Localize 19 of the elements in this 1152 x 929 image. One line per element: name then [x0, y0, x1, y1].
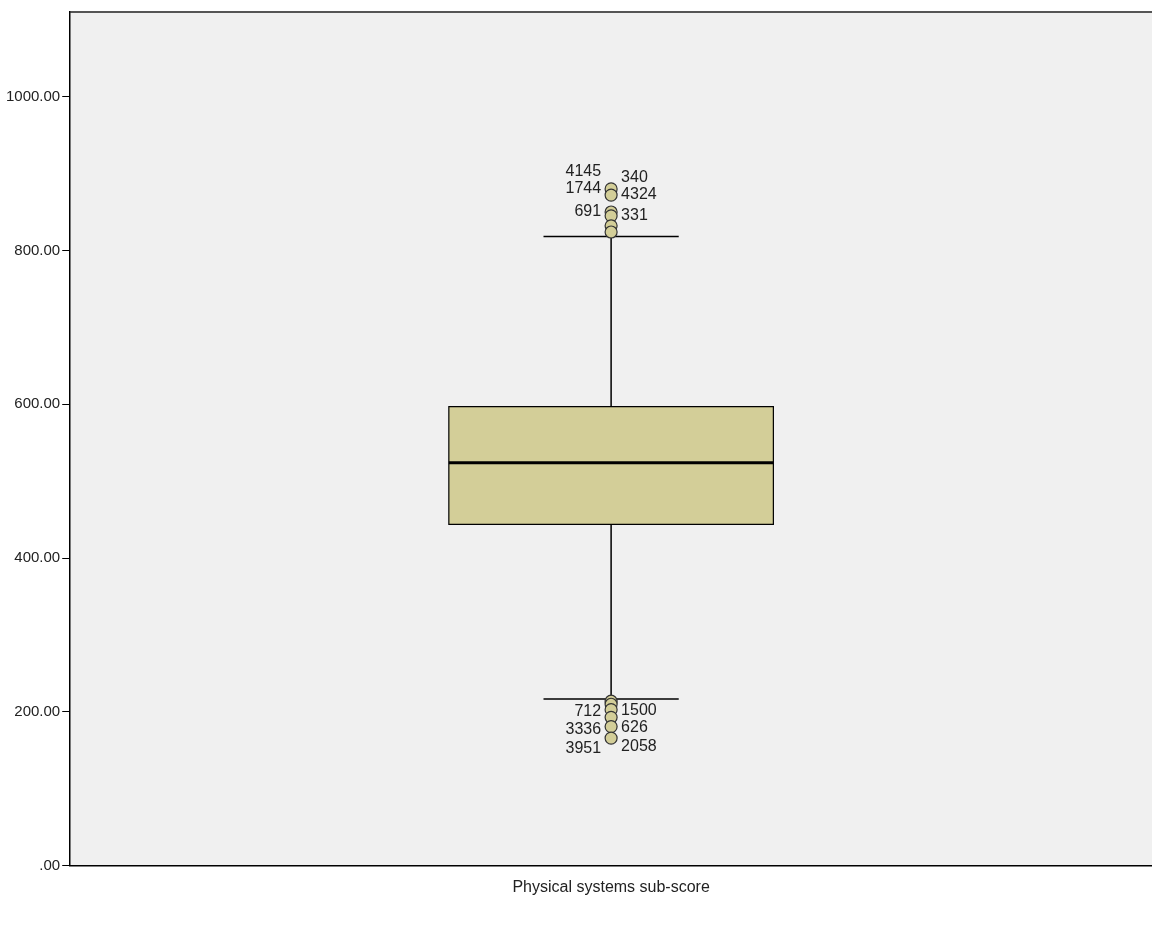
annotation: 626 — [621, 717, 648, 735]
annotation: 1500 — [621, 700, 657, 718]
annotation: 2058 — [621, 736, 657, 754]
y-tick-label: 400.00 — [14, 548, 61, 566]
annotation: 4145 — [565, 162, 602, 180]
annotation: 1744 — [565, 179, 602, 197]
y-tick-label: 600.00 — [14, 394, 61, 412]
y-tick-label: 200.00 — [14, 702, 61, 720]
annotation: 4324 — [621, 185, 657, 203]
annotation: 691 — [574, 202, 602, 220]
annotation: 712 — [574, 701, 602, 719]
annotation: 3336 — [565, 720, 602, 738]
annotation: 3951 — [565, 738, 602, 756]
y-tick-label: 1000.00 — [5, 86, 61, 104]
y-tick-label: 800.00 — [14, 240, 61, 258]
annotation: 340 — [621, 168, 648, 186]
x-tick-label: Physical systems sub-score — [512, 877, 710, 895]
y-tick-label: .00 — [39, 855, 61, 873]
annotation: 331 — [621, 206, 648, 224]
